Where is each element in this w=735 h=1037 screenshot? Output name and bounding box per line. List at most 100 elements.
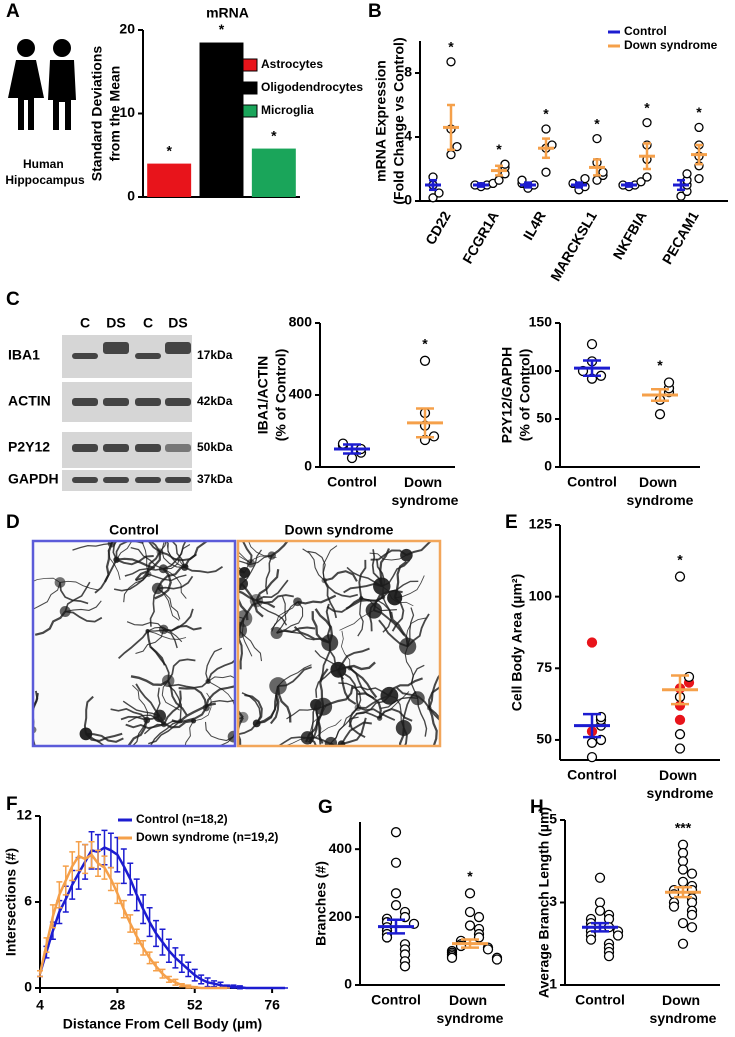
process bbox=[184, 566, 223, 574]
legend-swatch bbox=[242, 104, 258, 118]
x-tick-label: Control bbox=[327, 474, 377, 490]
process bbox=[116, 541, 133, 560]
legend-label: Control bbox=[624, 24, 667, 38]
legend-label: Astrocytes bbox=[261, 57, 323, 71]
blot-band bbox=[135, 477, 161, 483]
process bbox=[154, 568, 172, 600]
x-axis-label: Distance From Cell Body (µm) bbox=[63, 1016, 262, 1032]
data-point bbox=[419, 355, 431, 366]
x-tick-label: Control bbox=[567, 474, 617, 490]
process bbox=[337, 669, 357, 705]
process bbox=[33, 582, 61, 610]
size-label: 37kDa bbox=[197, 472, 233, 486]
x-tick-label: Down syndrome bbox=[647, 767, 714, 801]
blot-band bbox=[135, 398, 161, 406]
significance: * bbox=[271, 127, 277, 143]
process bbox=[124, 568, 164, 577]
process bbox=[327, 742, 332, 746]
data-point bbox=[686, 922, 698, 933]
y-tick-label: 800 bbox=[289, 314, 313, 330]
process bbox=[276, 596, 287, 634]
process bbox=[149, 541, 161, 553]
significance: * bbox=[543, 106, 549, 122]
size-label: 50kDa bbox=[197, 440, 233, 454]
process bbox=[238, 722, 258, 736]
process bbox=[125, 723, 165, 730]
process bbox=[270, 601, 298, 630]
process bbox=[72, 542, 112, 551]
process bbox=[167, 658, 196, 682]
blot-band bbox=[135, 353, 161, 359]
process bbox=[149, 646, 170, 681]
y-axis-label: mRNA Expression bbox=[373, 60, 389, 182]
process bbox=[319, 642, 331, 682]
process bbox=[157, 575, 194, 590]
y-axis-label: Branches (#) bbox=[313, 861, 329, 946]
data-point bbox=[586, 338, 598, 350]
significance: * bbox=[448, 39, 454, 55]
human-label: Human Hippocampus bbox=[5, 157, 85, 187]
process bbox=[389, 611, 409, 647]
process bbox=[398, 727, 405, 746]
head bbox=[53, 39, 71, 57]
process bbox=[163, 541, 187, 570]
y-tick-label: 50 bbox=[536, 410, 552, 426]
lane-label: C bbox=[80, 315, 90, 331]
cell-body bbox=[227, 730, 235, 743]
process bbox=[322, 545, 338, 581]
process bbox=[380, 696, 418, 710]
process bbox=[371, 549, 383, 587]
process bbox=[343, 583, 383, 594]
protein-label: IBA1 bbox=[8, 347, 40, 363]
data-point bbox=[594, 872, 606, 883]
data-point bbox=[586, 737, 598, 748]
data-point bbox=[446, 952, 458, 963]
process bbox=[297, 594, 337, 605]
micrograph bbox=[238, 541, 440, 746]
process bbox=[122, 700, 160, 717]
legend-label: Oligodendrocytes bbox=[261, 80, 363, 94]
data-point bbox=[654, 409, 666, 420]
process bbox=[241, 541, 253, 564]
data-point bbox=[677, 938, 689, 949]
process bbox=[242, 600, 276, 620]
data-point bbox=[594, 905, 606, 916]
head bbox=[17, 39, 35, 57]
significance: * bbox=[219, 21, 225, 37]
process bbox=[255, 600, 288, 626]
x-tick-label: 76 bbox=[264, 997, 280, 1013]
data-point bbox=[390, 857, 402, 868]
blot-band bbox=[103, 444, 129, 452]
process bbox=[391, 597, 405, 632]
data-point bbox=[682, 169, 692, 179]
process bbox=[357, 692, 382, 719]
data-point bbox=[482, 944, 494, 955]
process bbox=[306, 736, 318, 746]
process bbox=[103, 543, 113, 583]
process bbox=[238, 566, 246, 574]
process bbox=[238, 629, 263, 662]
process bbox=[352, 686, 390, 697]
process bbox=[378, 708, 413, 722]
significance: * bbox=[657, 357, 663, 373]
legend-label: Microglia bbox=[261, 103, 314, 117]
process bbox=[428, 707, 440, 720]
process bbox=[65, 600, 102, 613]
y-tick-label: 5 bbox=[549, 811, 557, 827]
series-line bbox=[38, 853, 227, 990]
process bbox=[207, 675, 235, 682]
micrograph-label: Control bbox=[109, 522, 159, 538]
process bbox=[238, 555, 252, 564]
process bbox=[381, 559, 411, 587]
data-point bbox=[585, 934, 597, 945]
process bbox=[302, 548, 325, 581]
y-tick-label: 100 bbox=[529, 362, 553, 378]
process bbox=[339, 610, 375, 631]
process bbox=[205, 685, 235, 709]
data-point bbox=[674, 571, 686, 582]
process bbox=[159, 550, 197, 562]
process bbox=[315, 669, 339, 698]
process bbox=[406, 541, 433, 557]
micrograph-label: Down syndrome bbox=[285, 522, 394, 538]
